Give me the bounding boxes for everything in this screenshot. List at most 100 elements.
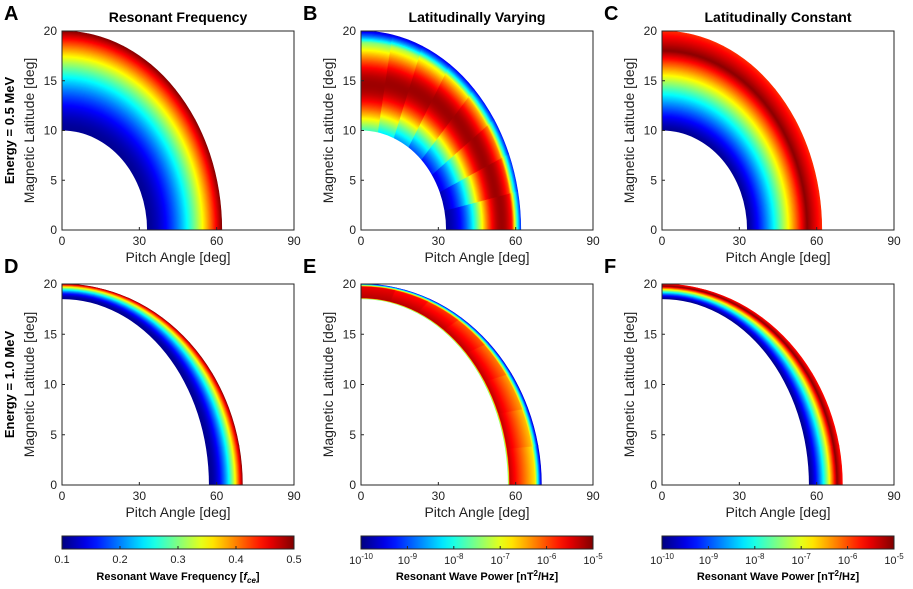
panel-title: Resonant Frequency (109, 9, 248, 25)
y-tick-label: 10 (644, 124, 658, 138)
y-tick-label: 10 (343, 124, 357, 138)
tick-exponent: -6 (549, 552, 557, 561)
tick-exponent: -6 (850, 552, 858, 561)
y-tick-label: 15 (343, 327, 357, 341)
panel-letter: A (4, 3, 18, 25)
x-tick-label: 60 (810, 234, 824, 248)
tick-base: 10 (884, 555, 896, 567)
tick-exponent: -9 (711, 552, 719, 561)
tick-exponent: -7 (804, 552, 812, 561)
inner-empty-region (361, 130, 447, 230)
colorbar-tick-label: 10-5 (583, 552, 603, 567)
tick-base: 10 (491, 555, 503, 567)
tick-base: 10 (650, 555, 662, 567)
y-tick-label: 5 (650, 173, 657, 187)
panel-letter: E (303, 256, 316, 278)
colorbar-label-text: Resonant Wave Frequency [ (96, 571, 243, 583)
colorbar-label: Resonant Wave Power [nT2/Hz] (396, 569, 559, 583)
heatmap-band (361, 284, 542, 485)
y-tick-label: 0 (50, 478, 57, 492)
colorbar-1: 0.1 0.2 0.3 0.4 0.5 Resonant Wave Frequency [… (54, 535, 302, 585)
x-tick-label: 0 (659, 234, 666, 248)
colorbar-tick-label: 0.4 (228, 554, 243, 566)
x-tick-label: 60 (210, 234, 224, 248)
x-tick-label: 90 (287, 489, 301, 503)
colorbar-label-end: ] (256, 571, 260, 583)
panel-letter: F (604, 256, 616, 278)
heatmap-band (662, 31, 823, 230)
inner-empty-region (361, 299, 508, 485)
panel-letter: B (303, 3, 317, 25)
panel-e: 0 30 60 90 0 5 10 15 20 Pitch Angle [deg] Magnetic… (303, 256, 600, 520)
x-tick-label: 30 (432, 234, 446, 248)
heatmap-band (62, 284, 243, 485)
inner-empty-region (62, 130, 148, 230)
tick-base: 10 (792, 555, 804, 567)
x-tick-label: 30 (133, 234, 147, 248)
y-axis-label: Magnetic Latitude [deg] (621, 58, 637, 204)
colorbar-label-text: Resonant Wave Power [nT (396, 571, 534, 583)
x-tick-label: 90 (287, 234, 301, 248)
heatmap-band (62, 31, 223, 230)
x-tick-label: 0 (59, 234, 66, 248)
y-tick-label: 15 (644, 327, 658, 341)
x-tick-label: 60 (509, 489, 523, 503)
x-tick-label: 90 (586, 489, 600, 503)
inner-empty-region (662, 299, 809, 485)
tick-base: 10 (349, 555, 361, 567)
colorbar-label-sub: ce (247, 576, 256, 585)
colorbar-label: Resonant Wave Power [nT2/Hz] (697, 569, 860, 583)
y-tick-label: 10 (644, 378, 658, 392)
x-tick-label: 90 (887, 234, 901, 248)
panel-d: 0 30 60 90 0 5 10 15 20 Pitch Angle [deg] Magnetic… (4, 256, 301, 520)
x-tick-label: 30 (432, 489, 446, 503)
x-tick-label: 30 (733, 489, 747, 503)
x-axis-label: Pitch Angle [deg] (125, 504, 230, 520)
y-tick-label: 15 (644, 74, 658, 88)
y-tick-label: 15 (343, 74, 357, 88)
colorbar-tick-label: 10-9 (398, 552, 418, 567)
tick-base: 10 (699, 555, 711, 567)
heatmap-band (662, 284, 843, 485)
colorbar-tick-label: 10-7 (491, 552, 511, 567)
row-label-2: Energy = 1.0 MeV (2, 331, 17, 439)
y-tick-label: 20 (343, 24, 357, 38)
panel-letter: C (604, 3, 618, 25)
x-tick-label: 0 (358, 489, 365, 503)
panel-title: Latitudinally Varying (409, 9, 546, 25)
y-tick-label: 10 (44, 124, 58, 138)
colorbar-tick-label: 10-10 (349, 552, 373, 567)
x-tick-label: 90 (887, 489, 901, 503)
tick-exponent: -5 (596, 552, 604, 561)
tick-base: 10 (537, 555, 549, 567)
y-tick-label: 5 (349, 428, 356, 442)
x-tick-label: 0 (659, 489, 666, 503)
x-tick-label: 30 (733, 234, 747, 248)
y-axis-label: Magnetic Latitude [deg] (320, 312, 336, 458)
y-tick-label: 0 (650, 223, 657, 237)
tick-base: 10 (745, 555, 757, 567)
tick-exponent: -8 (456, 552, 464, 561)
colorbar-tick-label: 10-5 (884, 552, 904, 567)
x-axis-label: Pitch Angle [deg] (424, 504, 529, 520)
panel-a: 0 30 60 90 0 5 10 15 20 Pitch Angle [deg] Magnetic… (4, 3, 301, 265)
tick-exponent: -9 (410, 552, 418, 561)
y-tick-label: 20 (44, 277, 58, 291)
colorbar-tick-label: 10-6 (838, 552, 858, 567)
x-tick-label: 30 (133, 489, 147, 503)
y-tick-label: 5 (650, 428, 657, 442)
panel-f: 0 30 60 90 0 5 10 15 20 Pitch Angle [deg] Magnetic… (604, 256, 901, 520)
tick-base: 10 (444, 555, 456, 567)
y-axis-label: Magnetic Latitude [deg] (621, 312, 637, 458)
tick-base: 10 (838, 555, 850, 567)
x-axis-label: Pitch Angle [deg] (725, 249, 830, 265)
panel-b: 0 30 60 90 0 5 10 15 20 Pitch Angle [deg] Magnetic… (303, 3, 600, 265)
colorbar-tick-label: 0.5 (286, 554, 301, 566)
colorbar-label-italic: f (243, 571, 248, 583)
colorbar-tick-label: 10-9 (699, 552, 719, 567)
y-tick-label: 20 (343, 277, 357, 291)
tick-base: 10 (398, 555, 410, 567)
